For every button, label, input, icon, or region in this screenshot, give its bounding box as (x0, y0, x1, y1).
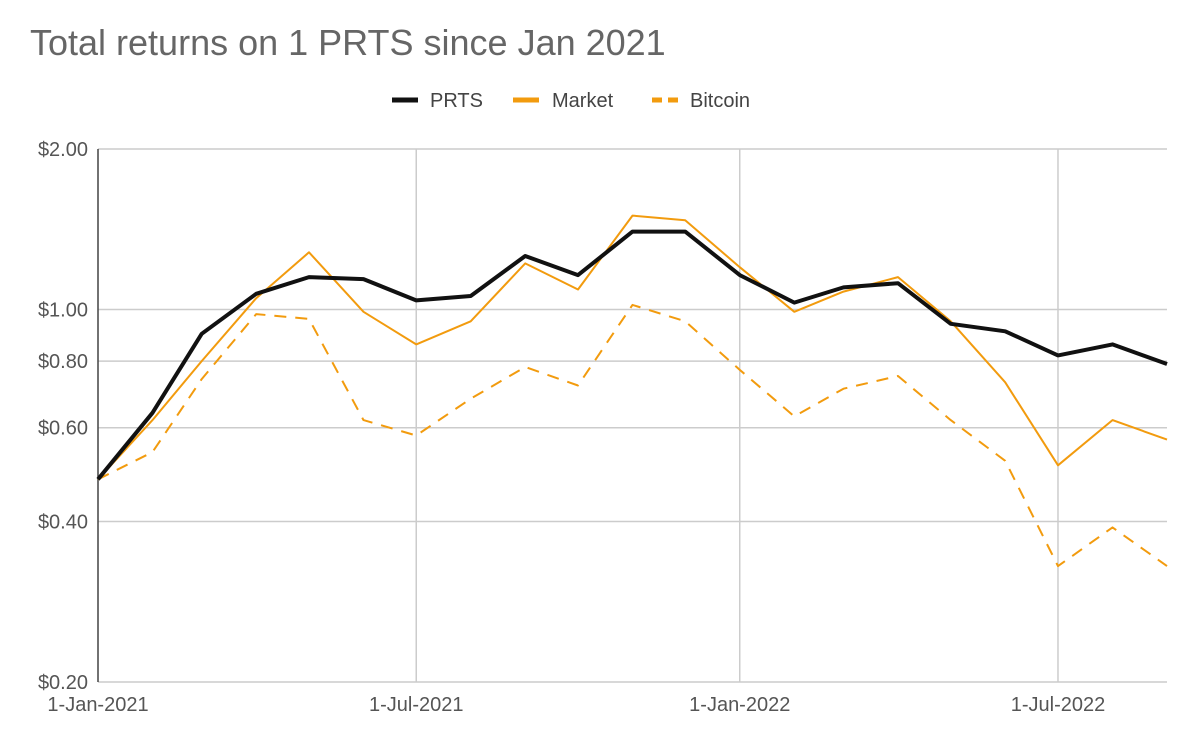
x-tick-label: 1-Jul-2022 (1011, 694, 1106, 716)
series-line-prts (96, 229, 1168, 481)
x-tick-label: 1-Jan-2021 (47, 694, 148, 716)
y-tick-label: $2.00 (38, 139, 88, 161)
y-tick-label: $1.00 (38, 299, 88, 321)
series-line-market (97, 214, 1168, 480)
legend-label-market: Market (552, 90, 614, 112)
series-line-bitcoin (97, 303, 1168, 568)
y-tick-label: $0.20 (38, 672, 88, 694)
y-tick-label: $0.60 (38, 418, 88, 440)
x-tick-label: 1-Jan-2022 (689, 694, 790, 716)
y-tick-label: $0.40 (38, 512, 88, 534)
x-tick-label: 1-Jul-2021 (369, 694, 464, 716)
legend-label-bitcoin: Bitcoin (690, 90, 750, 112)
legend-label-prts: PRTS (430, 90, 483, 112)
chart-title: Total returns on 1 PRTS since Jan 2021 (30, 22, 666, 63)
y-tick-label: $0.80 (38, 351, 88, 373)
